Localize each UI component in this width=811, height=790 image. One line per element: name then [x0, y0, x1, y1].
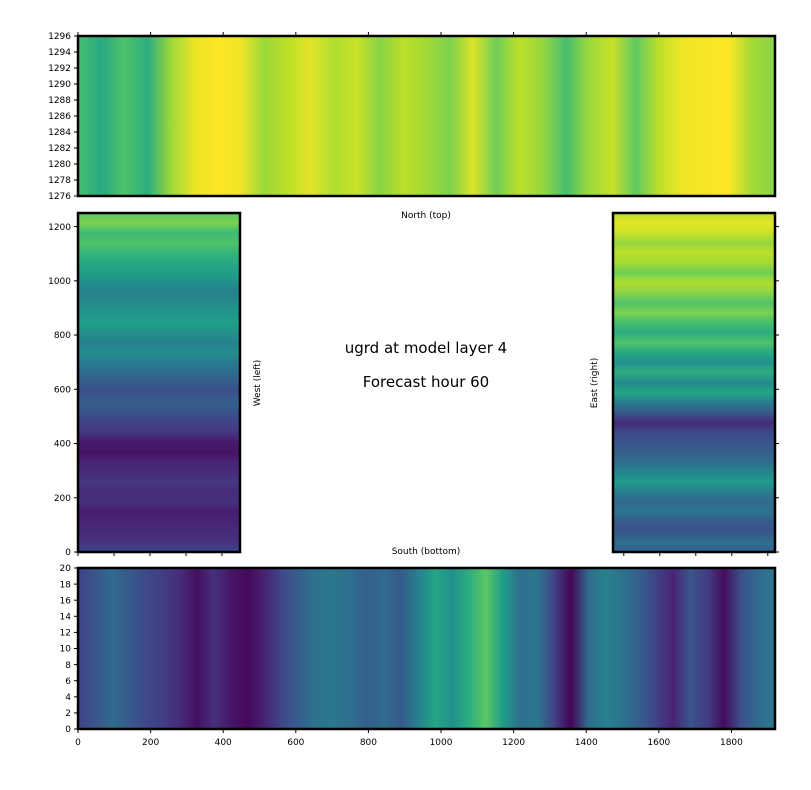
north-ytick-label-3: 1282 — [48, 144, 71, 154]
west-heatmap — [78, 213, 240, 552]
south-ytick-label-0: 0 — [65, 725, 71, 735]
west-ytick-label-2: 400 — [54, 440, 71, 450]
south-ytick-label-4: 8 — [65, 661, 71, 671]
south-xtick-label-4: 800 — [360, 738, 377, 748]
title-line-1: ugrd at model layer 4 — [345, 339, 507, 357]
title-line-2: Forecast hour 60 — [363, 373, 489, 391]
west-ytick-label-0: 0 — [65, 548, 71, 558]
west-panel: 0 200 400 600 800 1000 1200 — [48, 211, 242, 558]
east-panel — [611, 211, 779, 556]
west-ytick-label-5: 1000 — [48, 277, 71, 287]
south-xtick-label-9: 1800 — [720, 738, 743, 748]
north-panel: 1276 1278 1280 1282 1284 1286 1288 1290 1292 1294… — [48, 32, 777, 202]
east-ticks — [623, 226, 779, 556]
north-ticks: 1276 1278 1280 1282 1284 1286 1288 1290 1292 1294… — [48, 32, 732, 202]
north-ytick-label-10: 1296 — [48, 32, 71, 42]
west-ticks: 0 200 400 600 800 1000 1200 — [48, 223, 223, 558]
south-xtick-label-6: 1200 — [502, 738, 525, 748]
north-ytick-label-9: 1294 — [48, 48, 71, 58]
south-xtick-label-0: 0 — [75, 738, 81, 748]
south-xtick-label-3: 600 — [287, 738, 304, 748]
south-ytick-label-9: 18 — [60, 580, 72, 590]
south-panel: 0 200 400 600 800 1000 1200 1400 1600 1800 0 2 4 6 8 10… — [60, 564, 777, 748]
north-ytick-label-6: 1288 — [48, 96, 71, 106]
north-ytick-label-2: 1280 — [48, 160, 71, 170]
north-label: North (top) — [401, 211, 451, 221]
south-xtick-label-2: 400 — [215, 738, 232, 748]
south-xtick-label-1: 200 — [142, 738, 159, 748]
south-ytick-label-3: 6 — [65, 677, 71, 687]
south-ytick-label-8: 16 — [60, 596, 72, 606]
south-ytick-label-10: 20 — [60, 564, 72, 574]
north-ytick-label-0: 1276 — [48, 192, 71, 202]
south-ytick-label-7: 14 — [60, 613, 72, 623]
south-xtick-label-7: 1400 — [575, 738, 598, 748]
south-ytick-label-1: 2 — [65, 709, 71, 719]
north-ytick-label-5: 1286 — [48, 112, 71, 122]
west-frame — [76, 211, 242, 554]
west-ytick-label-4: 800 — [54, 331, 71, 341]
east-frame — [611, 211, 777, 554]
east-heatmap — [613, 213, 775, 552]
south-xtick-label-5: 1000 — [430, 738, 453, 748]
south-label: South (bottom) — [392, 547, 461, 557]
south-ytick-label-2: 4 — [65, 693, 71, 703]
north-ytick-label-7: 1290 — [48, 80, 71, 90]
west-label: West (left) — [253, 360, 263, 407]
north-ytick-label-8: 1292 — [48, 64, 71, 74]
west-ytick-label-1: 200 — [54, 494, 71, 504]
south-ytick-label-6: 12 — [60, 629, 71, 639]
south-ytick-label-5: 10 — [60, 645, 72, 655]
south-ticks: 0 200 400 600 800 1000 1200 1400 1600 1800 0 2 4 6 8 10… — [60, 564, 744, 748]
north-ytick-label-4: 1284 — [48, 128, 71, 138]
north-heatmap — [78, 36, 775, 196]
west-ytick-label-3: 600 — [54, 385, 71, 395]
west-ytick-label-6: 1200 — [48, 223, 71, 233]
north-ytick-label-1: 1278 — [48, 176, 71, 186]
east-label: East (right) — [590, 358, 600, 408]
south-heatmap — [78, 568, 775, 729]
south-xtick-label-8: 1600 — [647, 738, 670, 748]
